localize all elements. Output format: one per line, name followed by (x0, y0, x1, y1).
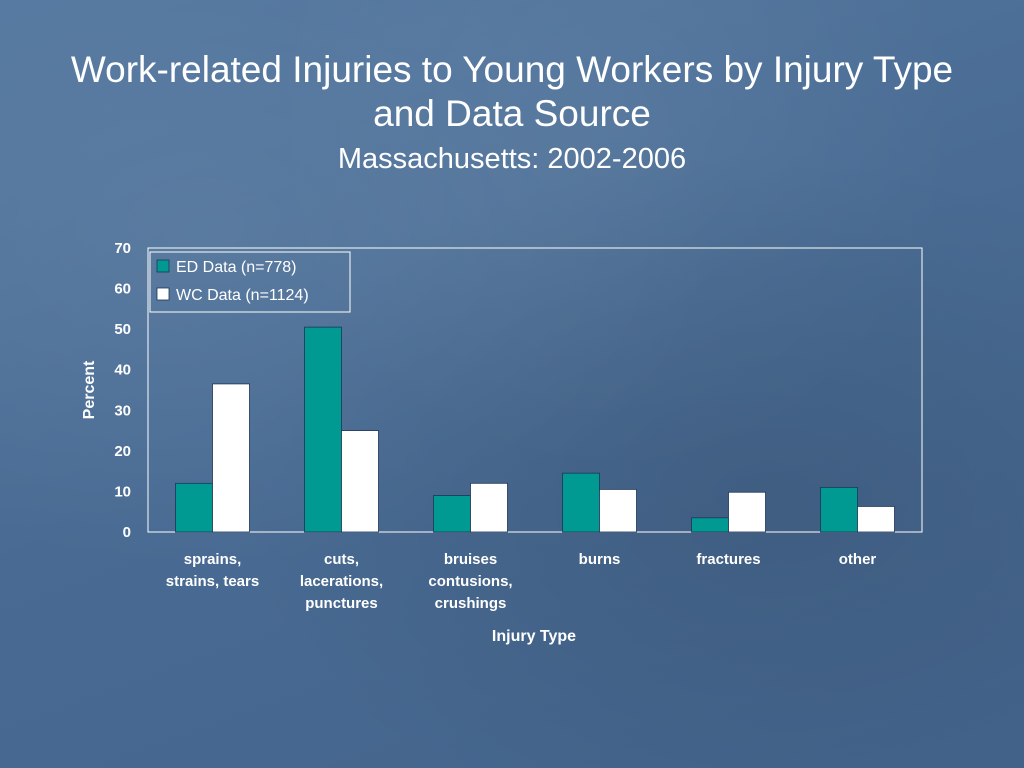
x-axis-title: Injury Type (492, 628, 576, 645)
legend-box (149, 251, 351, 313)
bar-ed (433, 495, 471, 533)
bar-wc (728, 491, 766, 533)
y-tick-label: 20 (114, 443, 131, 460)
x-category-label: sprains, strains, tears (166, 551, 259, 590)
x-category-line: bruises (444, 551, 497, 568)
bar-wc (470, 482, 508, 533)
x-category-label: burns (579, 551, 621, 568)
legend: ED Data (n=778) WC Data (n=1124) (149, 251, 351, 313)
x-category-label: other (839, 551, 877, 568)
y-tick-label: 50 (114, 321, 131, 338)
y-axis-title: Percent (81, 360, 98, 419)
bar-wc (857, 506, 895, 533)
bar-wc (212, 383, 250, 533)
x-category-label: bruises contusions, crushings (428, 551, 512, 612)
x-category-line: cuts, (324, 551, 359, 568)
slide-title: Work-related Injuries to Young Workers b… (70, 49, 954, 134)
bar-ed (175, 482, 213, 533)
x-category-line: contusions, (428, 573, 512, 590)
y-tick-label: 0 (123, 524, 131, 541)
y-tick-label: 10 (114, 483, 131, 500)
x-category-line: punctures (305, 595, 378, 612)
legend-label: WC Data (n=1124) (176, 287, 309, 304)
bar-wc (599, 488, 637, 533)
x-category-line: other (839, 551, 877, 568)
y-tick-label: 40 (114, 362, 131, 379)
x-category-label: fractures (696, 551, 760, 568)
y-tick-label: 30 (114, 402, 131, 419)
x-category-line: lacerations, (300, 573, 383, 590)
x-category-line: sprains, (184, 551, 242, 568)
x-category-line: burns (579, 551, 621, 568)
legend-label: ED Data (n=778) (176, 259, 297, 276)
y-tick-label: 60 (114, 281, 131, 298)
bar-ed (562, 472, 600, 533)
y-tick-label: 70 (114, 240, 131, 257)
slide-subtitle: Massachusetts: 2002-2006 (337, 143, 687, 175)
x-category-line: fractures (696, 551, 760, 568)
plot-area (147, 247, 923, 533)
bar-ed (304, 326, 342, 533)
bar-ed (691, 517, 729, 533)
bar-ed (820, 486, 858, 533)
x-category-line: strains, tears (166, 573, 259, 590)
legend-swatch (156, 259, 170, 273)
legend-swatch (156, 287, 170, 301)
x-category-line: crushings (435, 595, 507, 612)
x-category-label: cuts, lacerations, punctures (300, 551, 383, 612)
bar-wc (341, 430, 379, 533)
